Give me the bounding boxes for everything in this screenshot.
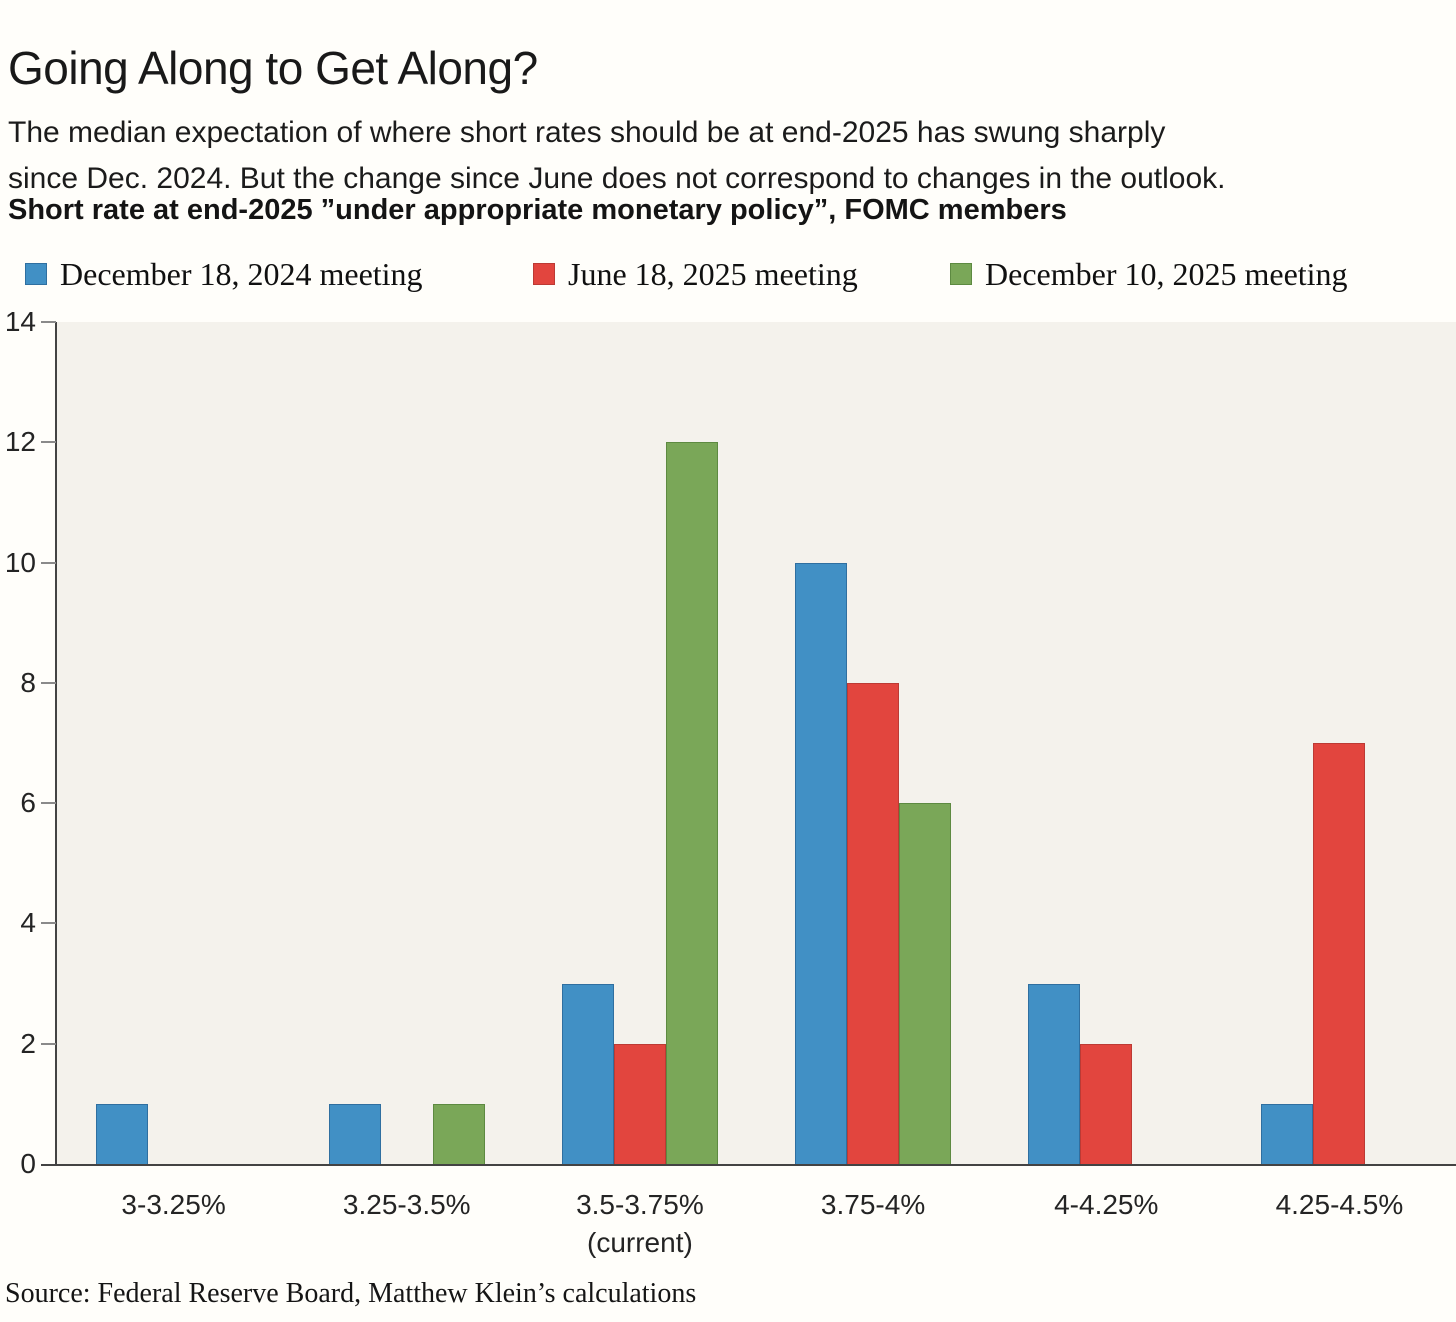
legend-item-dec-2025: December 10, 2025 meeting [950, 252, 1348, 296]
y-axis-tick-label: 6 [20, 787, 36, 819]
legend-item-jun-2025: June 18, 2025 meeting [533, 252, 858, 296]
y-axis-tick [41, 441, 56, 444]
x-axis-tick-label: 3-3.25% [121, 1189, 226, 1220]
legend-swatch-blue [25, 263, 47, 285]
y-axis-tick-label: 2 [20, 1027, 36, 1059]
y-axis-tick [41, 321, 56, 323]
bar-series1-cat5 [1313, 743, 1366, 1164]
y-axis-tick-label: 14 [4, 306, 36, 337]
x-axis-tick-label: 4-4.25% [1054, 1189, 1159, 1220]
x-axis-sublabel: (current) [587, 1227, 693, 1258]
bar-series1-cat3 [847, 682, 900, 1164]
subtitle-line-1: The median expectation of where short ra… [8, 116, 1166, 149]
bar-series2-cat1 [432, 1103, 485, 1164]
y-axis-tick-label: 10 [4, 546, 36, 578]
legend-swatch-red [533, 263, 555, 285]
y-axis-tick-label: 4 [20, 907, 36, 939]
bar-series1-cat4 [1080, 1043, 1133, 1164]
bar-series0-cat4 [1028, 983, 1081, 1164]
bar-series0-cat0 [95, 1103, 148, 1164]
y-axis-tick [41, 561, 56, 564]
source-note: Source: Federal Reserve Board, Matthew K… [5, 1278, 697, 1309]
y-axis-tick-label: 8 [20, 666, 36, 698]
x-axis-tick-label: 3.25-3.5% [342, 1189, 471, 1220]
bar-series1-cat2 [613, 1043, 666, 1164]
x-axis-tick-label: 3.5-3.75% (current) [523, 1186, 756, 1262]
bar-series0-cat2 [561, 983, 614, 1164]
x-axis-line [41, 1164, 1456, 1166]
chart-legend: December 18, 2024 meeting June 18, 2025 … [0, 252, 1456, 296]
chart-heading: Short rate at end-2025 ”under appropriat… [8, 194, 1067, 226]
legend-label: June 18, 2025 meeting [568, 255, 858, 292]
legend-label: December 10, 2025 meeting [985, 255, 1348, 292]
y-axis-tick [41, 802, 56, 805]
bar-series0-cat3 [795, 562, 848, 1164]
x-axis-tick-label: 3.75-4% [820, 1189, 926, 1220]
subtitle-line-2: since Dec. 2024. But the change since Ju… [8, 162, 1226, 195]
y-axis-tick [41, 681, 56, 684]
legend-swatch-green [950, 263, 972, 285]
plot-area [57, 322, 1456, 1164]
y-axis-tick-label: 0 [20, 1148, 36, 1179]
chart-subtitle: The median expectation of where short ra… [8, 110, 1225, 202]
legend-item-dec-2024: December 18, 2024 meeting [25, 252, 423, 296]
x-axis-tick-label: 4.25-4.5% [1275, 1189, 1404, 1220]
y-axis-tick [41, 922, 56, 925]
bar-series0-cat1 [328, 1103, 381, 1164]
bar-series2-cat3 [899, 803, 952, 1164]
y-axis-tick [41, 1042, 56, 1045]
legend-label: December 18, 2024 meeting [60, 255, 423, 292]
bar-series2-cat2 [665, 442, 718, 1164]
bar-series0-cat5 [1261, 1103, 1314, 1164]
y-axis-line [55, 322, 57, 1166]
y-axis-tick-label: 12 [4, 426, 36, 458]
page-title: Going Along to Get Along? [8, 41, 538, 94]
